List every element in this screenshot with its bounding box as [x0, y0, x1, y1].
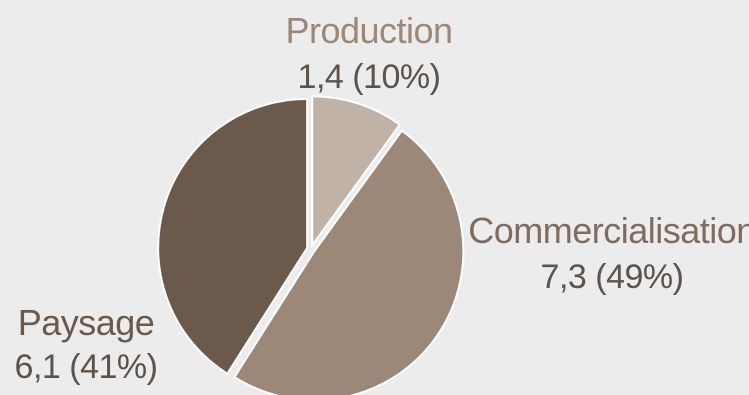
pie-slices: [157, 95, 465, 395]
slice-commercialisation: [233, 129, 465, 395]
slice-production: [311, 95, 402, 249]
label-production-value: 1,4 (10%): [298, 58, 441, 96]
label-commercialisation-name: Commercialisation: [468, 210, 749, 251]
label-paysage-name: Paysage: [18, 302, 155, 343]
slice-paysage: [157, 97, 309, 376]
label-commercialisation-value: 7,3 (49%): [541, 258, 684, 296]
label-paysage-value: 6,1 (41%): [15, 348, 158, 386]
label-production-name: Production: [285, 10, 452, 51]
